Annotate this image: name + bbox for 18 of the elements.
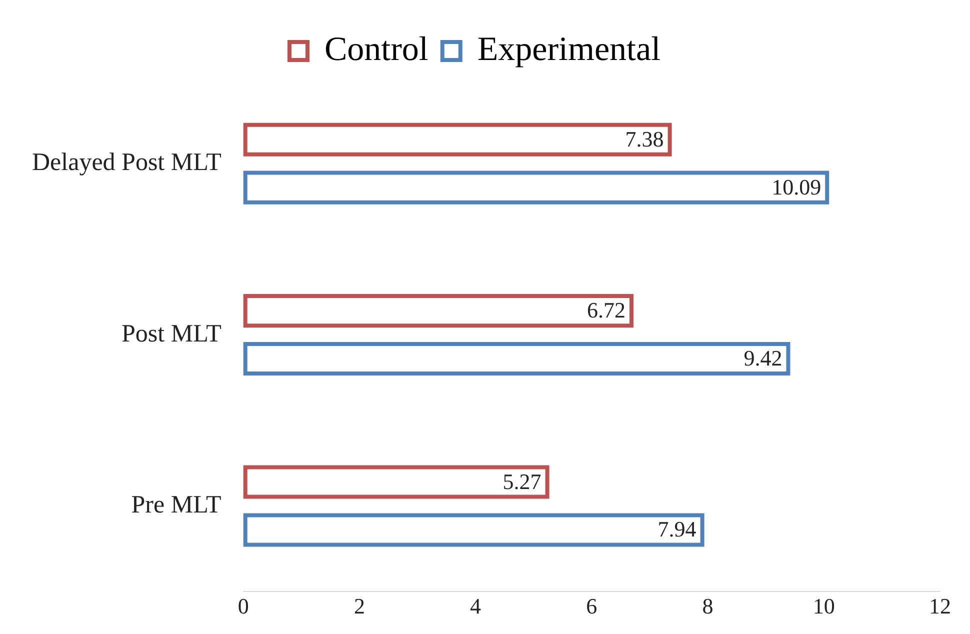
x-tick-label: 4 (470, 594, 482, 619)
data-label: 7.94 (658, 516, 696, 542)
y-tick-label: Pre MLT (131, 492, 222, 519)
y-tick-label: Post MLT (122, 320, 222, 348)
data-label: 6.72 (586, 298, 626, 323)
x-tick-label: 8 (702, 594, 714, 619)
legend-label: Experimental (477, 30, 661, 68)
data-label: 7.38 (625, 126, 664, 152)
data-label: 9.42 (744, 346, 782, 371)
data-label: 5.27 (502, 468, 542, 494)
data-label: 10.09 (772, 174, 822, 200)
x-tick-label: 2 (354, 594, 365, 619)
x-tick-label: 0 (238, 594, 249, 619)
x-tick-label: 10 (812, 594, 835, 619)
x-tick-label: 12 (929, 594, 951, 619)
legend-label: Control (324, 30, 428, 68)
y-tick-label: Delayed Post MLT (32, 149, 222, 176)
x-tick-label: 6 (586, 594, 598, 619)
